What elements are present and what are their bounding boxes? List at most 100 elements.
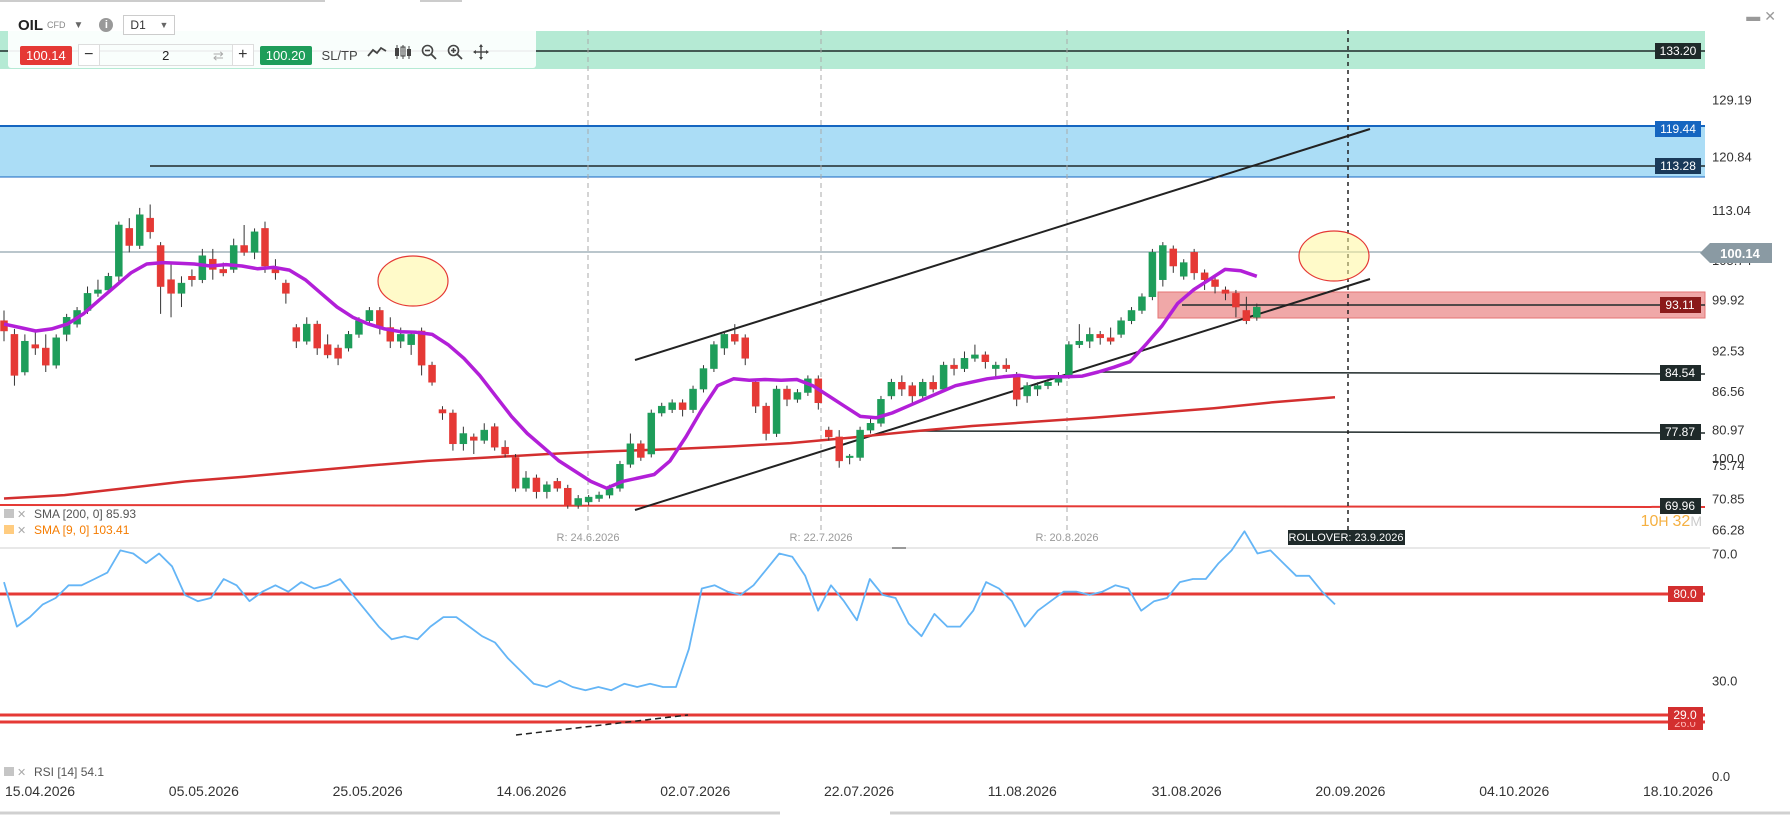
symbol-name[interactable]: OIL	[18, 16, 43, 34]
timeframe-chevron-down-icon: ▼	[159, 20, 169, 30]
candle	[647, 409, 656, 458]
buy-price-button[interactable]: 100.20	[259, 45, 312, 65]
candle	[62, 313, 71, 342]
candle	[710, 341, 718, 372]
candle	[751, 378, 760, 414]
candle	[417, 327, 426, 376]
sma200-line	[3, 396, 1336, 500]
candle	[1044, 378, 1052, 390]
candle	[1169, 245, 1178, 273]
candle	[626, 433, 635, 468]
candle	[282, 279, 290, 304]
rollover-label-1: R: 24.6.2026	[557, 532, 620, 544]
blue-zone	[0, 126, 1705, 177]
candle	[511, 454, 520, 492]
candle	[1106, 327, 1115, 345]
zoom-in-icon[interactable]	[442, 44, 468, 66]
crosshair-icon[interactable]	[468, 44, 494, 66]
tag-133: 133.20	[1655, 43, 1701, 59]
candle	[877, 395, 885, 427]
candle	[731, 324, 739, 345]
x-tick-label: 04.10.2026	[1479, 783, 1549, 799]
x-tick-label: 31.08.2026	[1152, 783, 1222, 799]
candle	[543, 481, 551, 499]
candle	[950, 358, 958, 376]
candle	[334, 344, 342, 366]
channel-upper-line	[634, 128, 1371, 361]
sltp-button[interactable]: SL/TP	[321, 47, 358, 63]
x-tick-label: 14.06.2026	[496, 783, 566, 799]
legend-close-icon[interactable]: ✕	[17, 509, 26, 521]
svg-text:80.0: 80.0	[1673, 587, 1697, 601]
legend-close-icon[interactable]: ✕	[17, 525, 26, 537]
quantity-minus-button[interactable]: −	[77, 44, 100, 66]
candle	[971, 344, 979, 362]
y-tick-label: 75.74	[1712, 458, 1745, 473]
quantity-plus-button[interactable]: +	[231, 44, 254, 66]
zoom-out-icon[interactable]	[416, 44, 442, 66]
candle	[887, 378, 896, 400]
symbol-type: CFD	[47, 20, 66, 30]
minimize-icon[interactable]: ▬	[1746, 8, 1765, 24]
candle	[845, 454, 854, 465]
x-tick-label: 25.05.2026	[333, 783, 403, 799]
sell-price-button[interactable]: 100.14	[20, 45, 72, 65]
y-axis-main: 129.19120.84113.04105.7499.9292.5386.568…	[1712, 93, 1752, 538]
candle	[449, 409, 457, 451]
candle	[94, 279, 102, 297]
candle	[480, 423, 488, 444]
candle	[229, 238, 238, 273]
candle	[584, 495, 593, 506]
candle	[1065, 341, 1073, 379]
tag-119: 119.44	[1655, 121, 1701, 137]
svg-text:29.0: 29.0	[1673, 708, 1697, 722]
candle	[177, 276, 186, 308]
candle	[21, 334, 29, 376]
info-icon[interactable]: i	[99, 18, 114, 32]
candle	[365, 307, 374, 325]
candle	[167, 262, 175, 318]
line-chart-icon[interactable]	[364, 44, 390, 66]
candle	[960, 351, 969, 372]
close-icon[interactable]: ✕	[1764, 8, 1780, 24]
candle	[376, 307, 384, 335]
y-tick-label: 80.97	[1712, 422, 1745, 437]
y-tick-label: 129.19	[1712, 93, 1752, 108]
y-tick-label: 92.53	[1712, 343, 1745, 358]
ellipse-right	[1298, 230, 1370, 282]
refresh-icon[interactable]: ⇄	[212, 48, 224, 63]
timeframe-select[interactable]: D1 ▼	[123, 15, 176, 35]
candle	[553, 477, 562, 492]
candle	[1054, 371, 1063, 386]
x-tick-label: 20.09.2026	[1315, 783, 1385, 799]
x-tick-label: 02.07.2026	[660, 783, 730, 799]
candles-icon[interactable]	[390, 44, 416, 66]
symbol-dropdown-icon[interactable]: ▼	[73, 19, 84, 31]
tag-84: 84.54	[1660, 365, 1701, 381]
x-tick-label: 05.05.2026	[169, 783, 239, 799]
candle	[188, 269, 196, 287]
candle	[1127, 307, 1136, 325]
tag-69: 69.96	[1660, 498, 1701, 514]
candles-layer	[0, 204, 1261, 509]
sma9-legend[interactable]: ✕ SMA [9, 0] 103.41	[4, 523, 130, 537]
candle	[313, 320, 321, 355]
quantity-input[interactable]: 2 ⇄	[99, 44, 232, 66]
y-tick-label: 120.84	[1712, 150, 1752, 165]
candle	[898, 375, 906, 396]
rsi-line	[3, 530, 1336, 692]
candle	[52, 334, 60, 369]
rsi-legend[interactable]: ✕ RSI [14] 54.1	[4, 765, 104, 779]
svg-text:119.44: 119.44	[1660, 122, 1696, 136]
x-axis: 15.04.2026 05.05.2026 25.05.2026 14.06.2026…	[5, 783, 1713, 799]
y-tick-label: 70.85	[1712, 492, 1745, 507]
candle	[501, 440, 509, 458]
sma9-line	[3, 260, 1258, 490]
candle	[741, 334, 749, 366]
sma200-legend[interactable]: ✕ SMA [200, 0] 85.93	[4, 507, 136, 521]
level-line-84	[1097, 371, 1706, 375]
current-price-tag: 100.14	[1700, 243, 1772, 263]
legend-close-icon[interactable]: ✕	[17, 767, 26, 779]
candle	[1002, 358, 1010, 372]
